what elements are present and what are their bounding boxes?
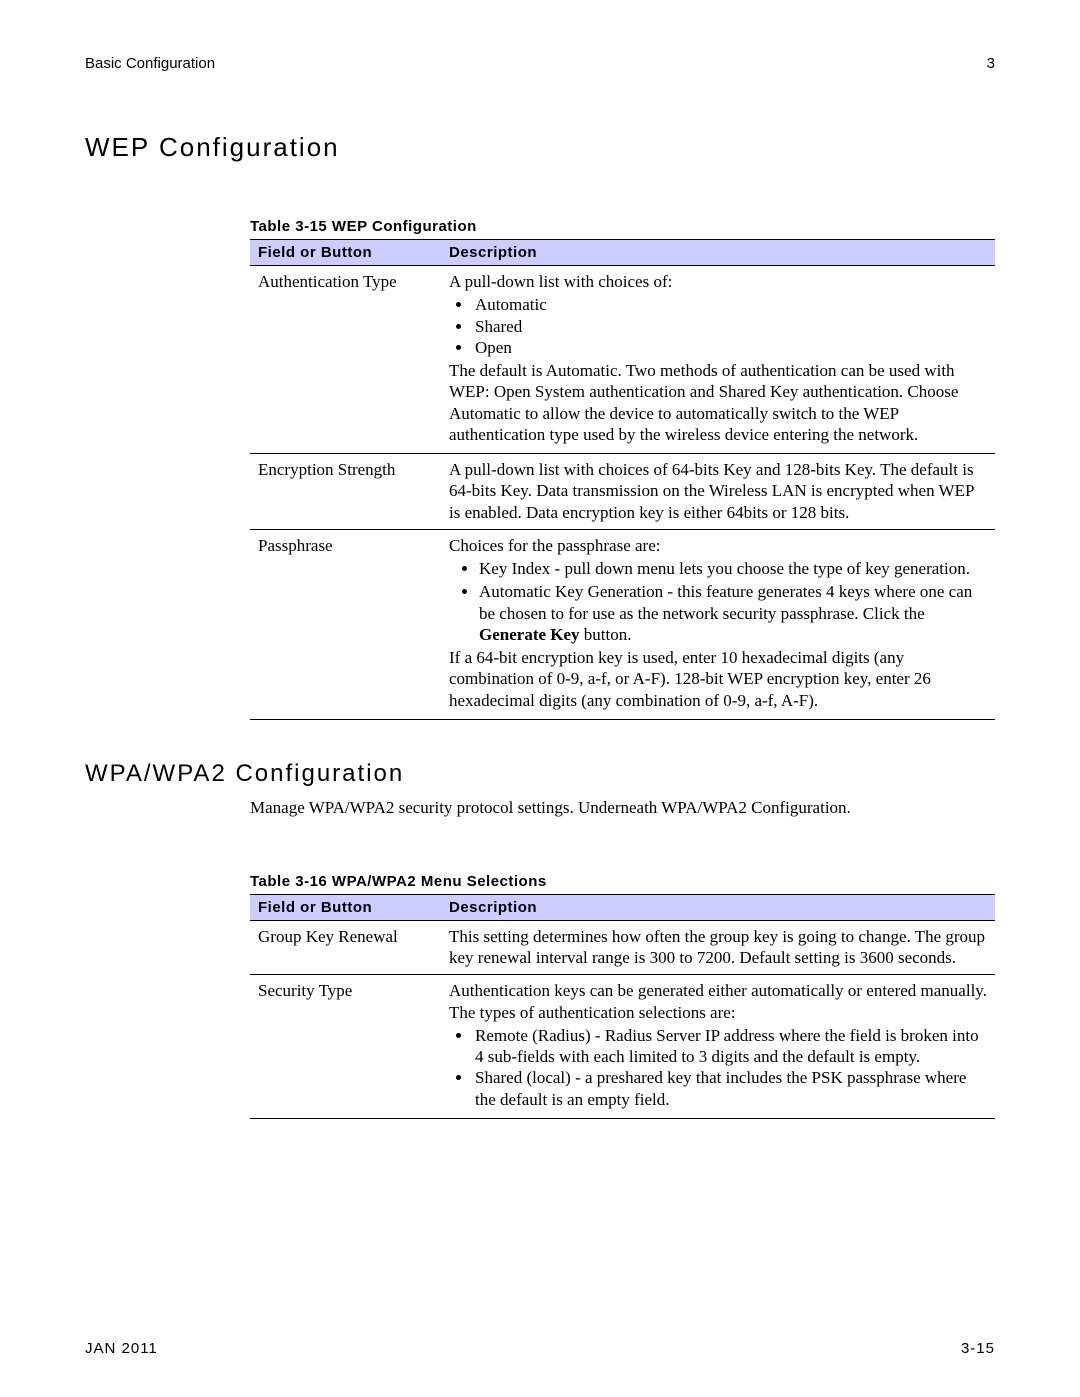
list-item: Shared (local) - a preshared key that in… xyxy=(473,1067,987,1110)
cell-field: Encryption Strength xyxy=(250,454,441,530)
list-item: Shared xyxy=(473,316,987,337)
cell-field: Authentication Type xyxy=(250,266,441,454)
cell-field: Passphrase xyxy=(250,529,441,719)
list-item: Automatic Key Generation - this feature … xyxy=(479,581,987,645)
cell-text: A pull-down list with choices of: xyxy=(449,271,987,292)
table-row: Encryption Strength A pull-down list wit… xyxy=(250,454,995,530)
table-header-row: Field or Button Description xyxy=(250,894,995,920)
cell-desc: Choices for the passphrase are: Key Inde… xyxy=(441,529,995,719)
cell-text: The default is Automatic. Two methods of… xyxy=(449,360,987,445)
section-heading-wep: WEP Configuration xyxy=(85,132,995,163)
cell-list: Automatic Shared Open xyxy=(449,294,987,358)
cell-text: Choices for the passphrase are: xyxy=(449,535,987,556)
table-header-desc: Description xyxy=(441,240,995,266)
cell-text: button. xyxy=(580,625,632,644)
section-heading-wpa: WPA/WPA2 Configuration xyxy=(85,760,995,788)
table-caption-wpa: Table 3-16 WPA/WPA2 Menu Selections xyxy=(250,873,995,890)
cell-desc: A pull-down list with choices of 64-bits… xyxy=(441,454,995,530)
cell-bold: Generate Key xyxy=(479,625,580,644)
cell-text: If a 64-bit encryption key is used, ente… xyxy=(449,647,987,711)
list-item: Key Index - pull down menu lets you choo… xyxy=(479,558,987,579)
table-caption-wep: Table 3-15 WEP Configuration xyxy=(250,218,995,235)
section-intro-wpa: Manage WPA/WPA2 security protocol settin… xyxy=(250,798,995,818)
cell-text: Authentication keys can be generated eit… xyxy=(449,980,987,1023)
footer-date: JAN 2011 xyxy=(85,1340,158,1357)
table-header-field: Field or Button xyxy=(250,240,441,266)
cell-desc: A pull-down list with choices of: Automa… xyxy=(441,266,995,454)
cell-field: Security Type xyxy=(250,975,441,1119)
cell-list: Remote (Radius) - Radius Server IP addre… xyxy=(449,1025,987,1110)
table-wep: Field or Button Description Authenticati… xyxy=(250,239,995,720)
table-header-desc: Description xyxy=(441,894,995,920)
table-row: Passphrase Choices for the passphrase ar… xyxy=(250,529,995,719)
table-header-row: Field or Button Description xyxy=(250,240,995,266)
table-row: Authentication Type A pull-down list wit… xyxy=(250,266,995,454)
page-container: Basic Configuration 3 WEP Configuration … xyxy=(0,0,1080,1397)
cell-text: Automatic Key Generation - this feature … xyxy=(479,582,972,622)
table-row: Security Type Authentication keys can be… xyxy=(250,975,995,1119)
cell-list: Key Index - pull down menu lets you choo… xyxy=(449,558,987,645)
cell-field: Group Key Renewal xyxy=(250,920,441,975)
page-number-top: 3 xyxy=(987,55,995,72)
page-footer: JAN 2011 3-15 xyxy=(85,1340,995,1357)
cell-desc: This setting determines how often the gr… xyxy=(441,920,995,975)
cell-desc: Authentication keys can be generated eit… xyxy=(441,975,995,1119)
table-wpa: Field or Button Description Group Key Re… xyxy=(250,894,995,1119)
footer-page-ref: 3-15 xyxy=(961,1340,995,1357)
table-header-field: Field or Button xyxy=(250,894,441,920)
list-item: Automatic xyxy=(473,294,987,315)
list-item: Open xyxy=(473,337,987,358)
table-row: Group Key Renewal This setting determine… xyxy=(250,920,995,975)
breadcrumb: Basic Configuration xyxy=(85,55,215,72)
list-item: Remote (Radius) - Radius Server IP addre… xyxy=(473,1025,987,1068)
page-header: Basic Configuration 3 xyxy=(85,55,995,72)
